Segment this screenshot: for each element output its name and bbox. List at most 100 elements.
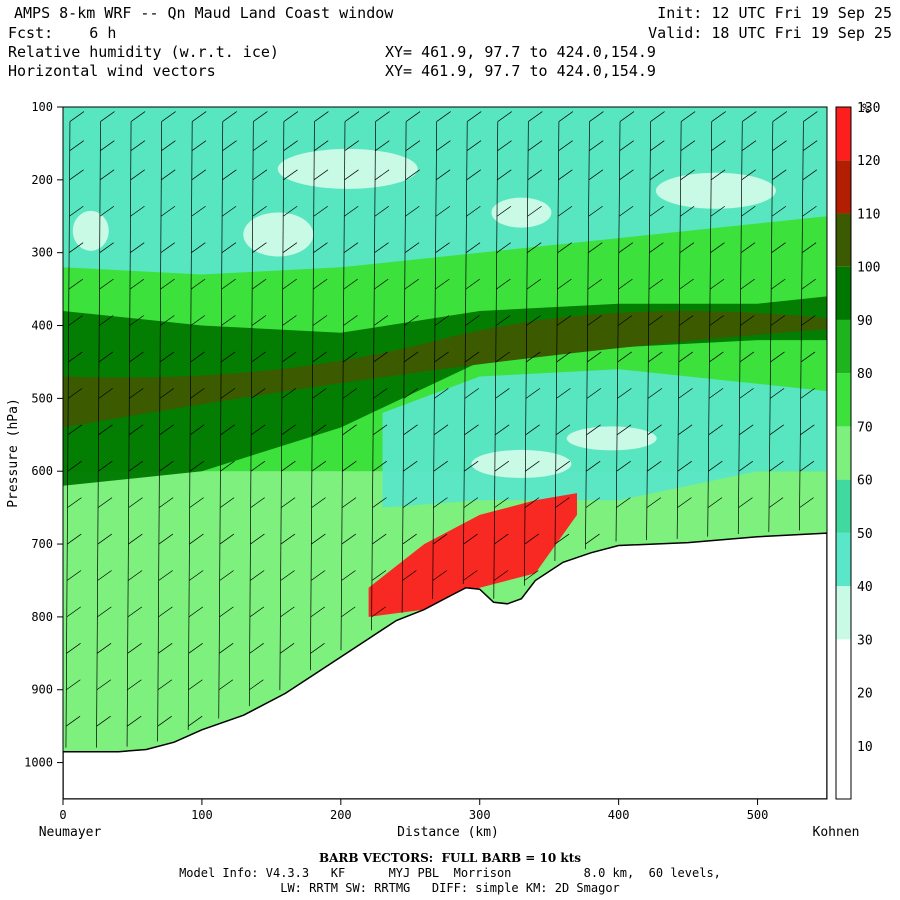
- barb-93-650: [189, 497, 204, 508]
- barb-203-350: [343, 278, 358, 290]
- y-tick-label-800: 800: [31, 610, 53, 624]
- barb-313-300: [496, 242, 511, 253]
- barb-137-400: [251, 315, 267, 326]
- barb-71-600: [159, 460, 174, 472]
- barb-511-650: [768, 497, 784, 508]
- barb-137-600: [250, 460, 266, 472]
- barb-225-700: [372, 533, 387, 545]
- barb-27-160: [100, 140, 115, 151]
- barb-column-423: [646, 121, 651, 541]
- barb-column-401: [615, 121, 621, 542]
- barb-column-489: [737, 121, 743, 535]
- barb-115-350: [221, 278, 236, 290]
- barb-467-350: [709, 278, 725, 290]
- y-axis-label: Pressure (hPa): [6, 398, 21, 508]
- barb-115-800: [219, 606, 234, 618]
- barb-column-313: [493, 121, 499, 599]
- barb-49-250: [130, 205, 145, 217]
- barb-335-750: [524, 570, 539, 581]
- barb-115-700: [219, 533, 235, 545]
- barb-445-160: [680, 140, 696, 151]
- x-tick-label-300: 300: [469, 808, 491, 822]
- barb-203-450: [342, 351, 358, 363]
- barb-489-500: [739, 388, 754, 399]
- barb-247-120: [405, 111, 421, 122]
- barb-column-357: [554, 121, 560, 561]
- colorbar-swatch-120: [836, 160, 851, 214]
- barb-247-600: [403, 460, 418, 472]
- barb-291-120: [467, 111, 482, 122]
- barb-269-450: [434, 351, 449, 363]
- barb-115-600: [220, 460, 235, 472]
- barb-115-250: [221, 205, 237, 217]
- barb-27-900: [96, 679, 112, 691]
- barb-71-500: [159, 388, 175, 399]
- barb-5-900: [66, 679, 81, 691]
- barb-115-650: [219, 497, 235, 508]
- barb-column-115: [218, 121, 224, 719]
- barb-137-200: [252, 169, 268, 181]
- barb-93-500: [190, 388, 205, 399]
- barb-27-500: [98, 388, 113, 399]
- barb-181-450: [312, 351, 327, 363]
- barb-27-550: [98, 424, 113, 436]
- barb-49-120: [130, 111, 146, 122]
- barb-247-500: [403, 388, 419, 399]
- barb-159-550: [281, 424, 296, 436]
- barb-357-500: [556, 388, 571, 399]
- barb-533-200: [802, 169, 818, 181]
- barb-137-160: [252, 140, 268, 151]
- barb-181-800: [310, 606, 326, 618]
- barb-203-700: [341, 533, 356, 545]
- barb-27-120: [100, 111, 115, 122]
- barb-445-350: [679, 278, 694, 290]
- barb-203-200: [344, 169, 359, 181]
- barb-225-120: [375, 111, 390, 122]
- barb-269-300: [435, 242, 450, 253]
- colorbar-swatch-80: [836, 373, 851, 427]
- colorbar-label-20: 20: [857, 687, 873, 702]
- barb-137-250: [252, 205, 267, 217]
- barb-159-700: [280, 533, 296, 545]
- colorbar-label-110: 110: [857, 207, 880, 222]
- rh-dry-patch-1: [243, 212, 314, 257]
- barb-313-400: [495, 315, 511, 326]
- chart-title: AMPS 8-km WRF -- Qn Maud Land Coast wind…: [14, 4, 394, 22]
- barb-335-350: [526, 278, 542, 290]
- barb-181-850: [310, 643, 325, 654]
- barb-93-750: [188, 570, 204, 581]
- barb-489-200: [741, 169, 756, 181]
- barb-5-550: [67, 424, 83, 436]
- barb-533-350: [801, 278, 816, 290]
- barb-467-500: [708, 388, 724, 399]
- barb-335-300: [527, 242, 542, 253]
- barb-93-850: [188, 643, 203, 654]
- barb-335-500: [525, 388, 541, 399]
- barb-115-900: [218, 679, 234, 691]
- barb-181-120: [314, 111, 329, 122]
- barb-225-450: [373, 351, 388, 363]
- barb-313-550: [494, 424, 510, 436]
- colorbar-unit: %: [862, 102, 870, 117]
- barb-181-750: [310, 570, 326, 581]
- colorbar-label-100: 100: [857, 261, 880, 276]
- barb-269-700: [432, 533, 448, 545]
- barb-511-350: [770, 278, 786, 290]
- barb-445-500: [678, 388, 693, 399]
- barb-445-600: [677, 460, 692, 472]
- barb-313-450: [495, 351, 510, 363]
- barb-159-750: [280, 570, 295, 581]
- barb-137-450: [251, 351, 266, 363]
- barb-5-750: [66, 570, 82, 581]
- barb-49-350: [129, 278, 145, 290]
- barb-511-160: [772, 140, 787, 151]
- model-info-1: Model Info: V4.3.3 KF MYJ PBL Morrison 8…: [179, 866, 721, 880]
- barb-203-500: [342, 388, 358, 399]
- barb-115-400: [221, 315, 236, 326]
- barb-203-550: [342, 424, 357, 436]
- barb-93-160: [191, 140, 207, 151]
- barb-357-200: [558, 169, 573, 181]
- barb-445-300: [679, 242, 695, 253]
- barb-379-160: [588, 140, 604, 151]
- barb-71-160: [161, 140, 176, 151]
